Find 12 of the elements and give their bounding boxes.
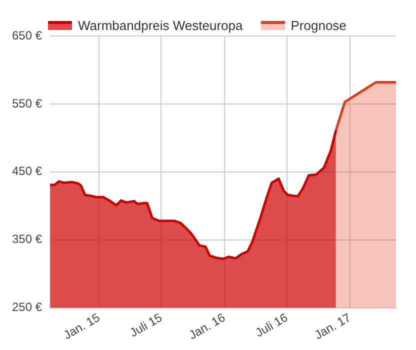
x-tick-label: Jan. 15 bbox=[61, 310, 103, 342]
legend-label: Warmbandpreis Westeuropa bbox=[78, 18, 243, 33]
legend-label: Prognose bbox=[290, 18, 346, 33]
x-tick-label: Jan. 17 bbox=[312, 310, 354, 342]
y-tick-label: 250 € bbox=[12, 300, 42, 314]
y-tick-label: 450 € bbox=[12, 164, 42, 178]
x-tick-label: Juli 16 bbox=[252, 310, 290, 340]
x-tick-label: Juli 15 bbox=[127, 310, 165, 340]
y-tick-label: 550 € bbox=[12, 96, 42, 110]
y-tick-label: 350 € bbox=[12, 232, 42, 246]
y-tick-label: 650 € bbox=[12, 28, 42, 42]
x-tick-label: Jan. 16 bbox=[186, 310, 228, 342]
